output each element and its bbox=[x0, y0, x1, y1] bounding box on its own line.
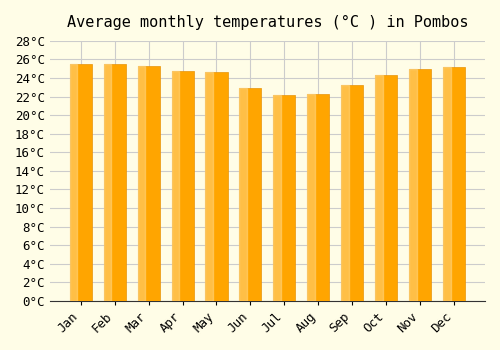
Bar bbox=[342, 85, 349, 301]
Bar bbox=[138, 66, 160, 301]
Bar bbox=[70, 64, 78, 301]
Bar bbox=[308, 94, 315, 301]
Bar bbox=[172, 71, 194, 301]
Bar bbox=[409, 69, 417, 301]
Bar bbox=[443, 67, 451, 301]
Bar bbox=[240, 88, 247, 301]
Bar bbox=[70, 64, 92, 301]
Title: Average monthly temperatures (°C ) in Pombos: Average monthly temperatures (°C ) in Po… bbox=[66, 15, 468, 30]
Bar bbox=[138, 66, 145, 301]
Bar bbox=[172, 71, 179, 301]
Bar bbox=[240, 88, 262, 301]
Bar bbox=[443, 67, 465, 301]
Bar bbox=[342, 85, 363, 301]
Bar bbox=[104, 64, 126, 301]
Bar bbox=[409, 69, 432, 301]
Bar bbox=[206, 72, 213, 301]
Bar bbox=[104, 64, 112, 301]
Bar bbox=[375, 75, 398, 301]
Bar bbox=[308, 94, 330, 301]
Bar bbox=[274, 95, 295, 301]
Bar bbox=[375, 75, 383, 301]
Bar bbox=[274, 95, 281, 301]
Bar bbox=[206, 72, 228, 301]
